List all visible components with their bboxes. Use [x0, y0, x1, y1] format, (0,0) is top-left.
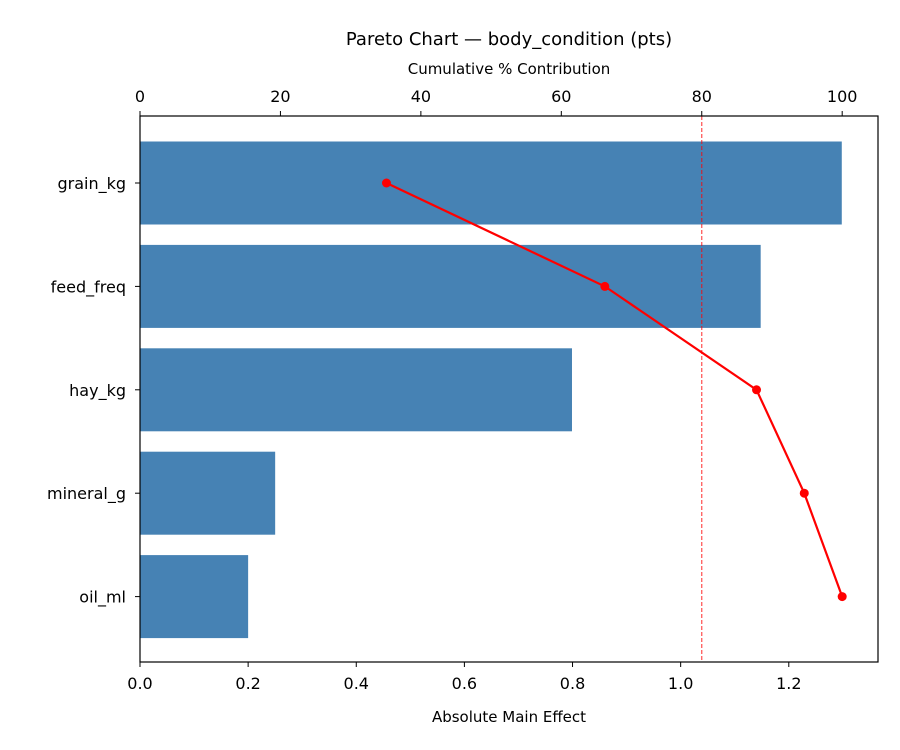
y-tick-label: mineral_g — [47, 484, 126, 504]
cumulative-point-feed_freq — [600, 281, 610, 291]
top-x-tick-label: 40 — [411, 87, 431, 106]
bar-feed_freq — [140, 244, 761, 328]
top-x-tick-label: 0 — [135, 87, 145, 106]
y-tick-label: oil_ml — [79, 588, 126, 608]
plot-frame — [139, 115, 879, 663]
x-tick-label: 1.2 — [776, 674, 801, 693]
bar-hay_kg — [140, 348, 572, 432]
bar-oil_ml — [140, 555, 249, 639]
x-tick-label: 0.4 — [344, 674, 369, 693]
bar-mineral_g — [140, 451, 276, 535]
y-tick-label: hay_kg — [69, 381, 126, 401]
x-tick-label: 0.0 — [127, 674, 152, 693]
x-tick-label: 1.0 — [668, 674, 693, 693]
cumulative-point-hay_kg — [752, 385, 762, 395]
top-x-tick-label: 100 — [827, 87, 858, 106]
x-tick-label: 0.2 — [235, 674, 260, 693]
chart-title: Pareto Chart — body_condition (pts) — [346, 29, 672, 50]
top-x-tick-label: 20 — [270, 87, 290, 106]
top-x-tick-label: 80 — [692, 87, 712, 106]
cumulative-point-grain_kg — [381, 178, 391, 188]
top-x-tick-label: 60 — [551, 87, 571, 106]
x-tick-label: 0.6 — [452, 674, 477, 693]
y-tick-label: grain_kg — [57, 174, 126, 194]
bar-grain_kg — [140, 141, 842, 225]
x-axis-label: Absolute Main Effect — [432, 708, 586, 726]
y-tick-label: feed_freq — [51, 277, 126, 297]
cumulative-point-mineral_g — [799, 488, 809, 498]
cumulative-point-oil_ml — [837, 592, 847, 602]
top-axis-label: Cumulative % Contribution — [408, 60, 611, 78]
x-tick-label: 0.8 — [560, 674, 585, 693]
